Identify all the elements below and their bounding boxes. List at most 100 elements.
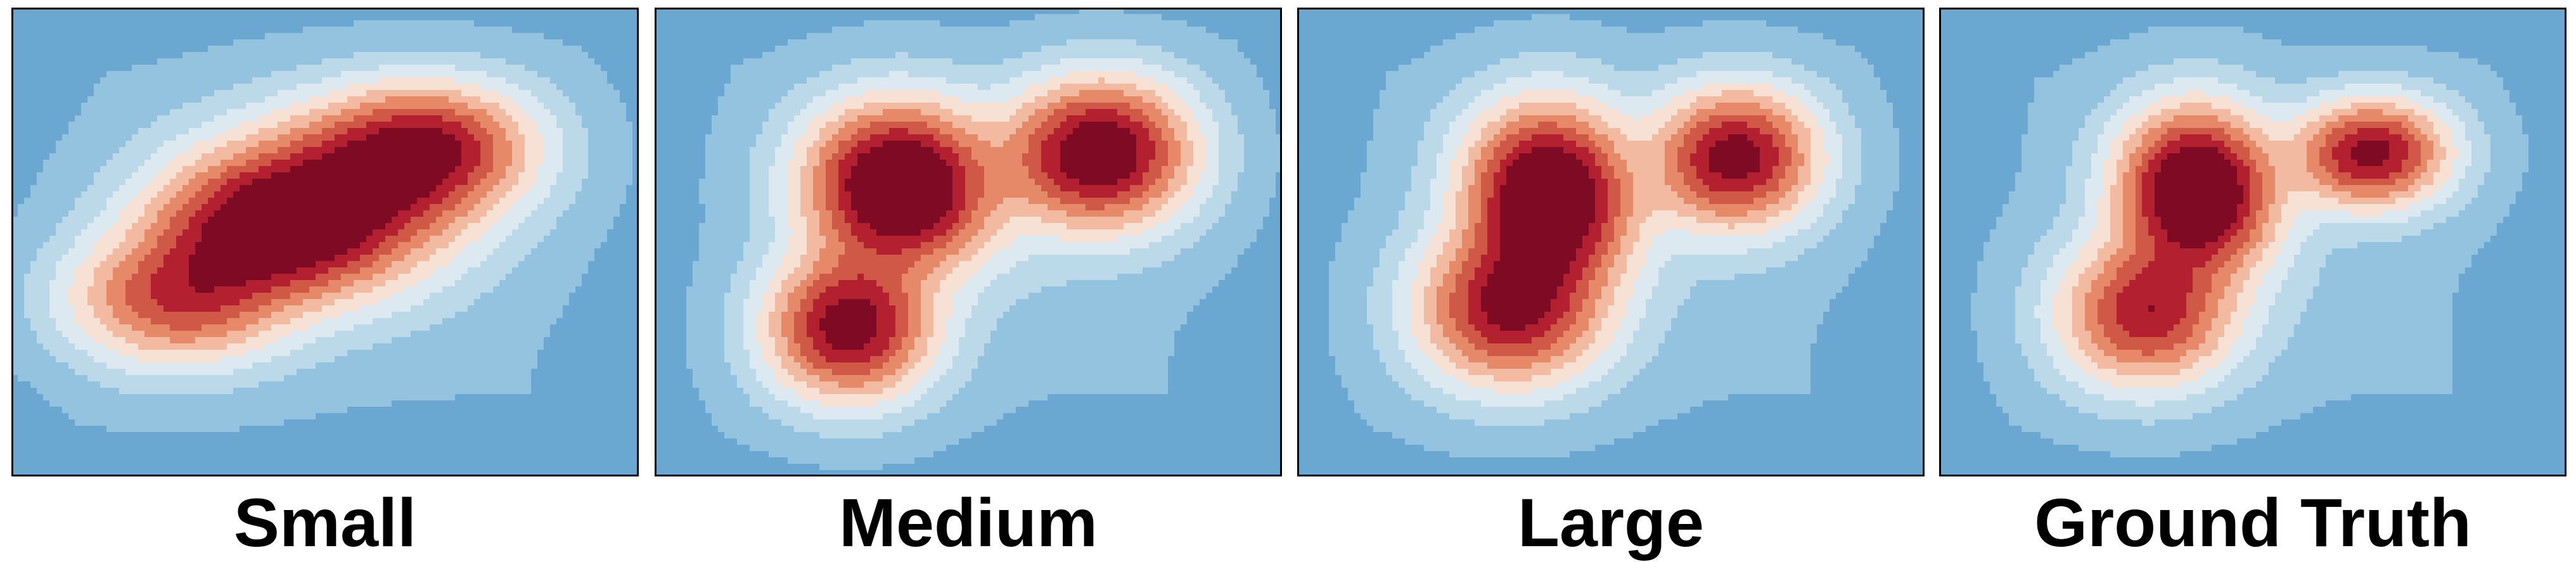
heatmap-cell	[68, 128, 75, 134]
heatmap-cell	[252, 46, 259, 52]
heatmap-cell	[68, 261, 75, 267]
heatmap-cell	[423, 90, 430, 96]
heatmap-cell	[125, 166, 132, 172]
heatmap-cell	[632, 109, 639, 115]
heatmap-cell	[271, 280, 278, 286]
heatmap-cell	[106, 8, 113, 14]
heatmap-cell	[575, 46, 582, 52]
heatmap-cell	[202, 185, 208, 191]
heatmap-cell	[297, 318, 303, 324]
heatmap-cell	[582, 312, 588, 318]
heatmap-cell	[151, 166, 157, 172]
heatmap-cell	[157, 204, 163, 210]
heatmap-cell	[404, 128, 411, 134]
heatmap-cell	[18, 248, 24, 255]
heatmap-cell	[309, 261, 316, 267]
heatmap-cell	[113, 261, 119, 267]
heatmap-cell	[620, 242, 626, 248]
heatmap-cell	[480, 90, 487, 96]
heatmap-cell	[30, 128, 37, 134]
heatmap-cell	[87, 109, 94, 115]
heatmap-cell	[392, 39, 398, 46]
heatmap-cell	[506, 293, 512, 299]
heatmap-cell	[461, 210, 468, 217]
heatmap-cell	[544, 128, 550, 134]
heatmap-cell	[246, 305, 252, 312]
heatmap-cell	[208, 242, 214, 248]
heatmap-cell	[221, 312, 227, 318]
heatmap-cell	[125, 318, 132, 324]
heatmap-cell	[411, 312, 417, 318]
heatmap-cell	[100, 160, 106, 166]
heatmap-cell	[208, 305, 214, 312]
heatmap-cell	[455, 223, 461, 229]
heatmap-cell	[385, 248, 392, 255]
heatmap-cell	[119, 204, 125, 210]
heatmap-cell	[442, 84, 449, 90]
heatmap-cell	[544, 160, 550, 166]
heatmap-cell	[49, 90, 56, 96]
heatmap-cell	[398, 20, 404, 27]
heatmap-cell	[259, 198, 265, 204]
heatmap-cell	[18, 14, 24, 20]
heatmap-cell	[100, 210, 106, 217]
heatmap-cell	[335, 179, 341, 185]
heatmap-cell	[303, 305, 309, 312]
heatmap-cell	[195, 210, 202, 217]
heatmap-cell	[341, 33, 347, 39]
heatmap-cell	[233, 210, 240, 217]
heatmap-cell	[290, 128, 297, 134]
heatmap-cell	[531, 115, 537, 122]
heatmap-cell	[417, 128, 423, 134]
heatmap-cell	[138, 318, 144, 324]
heatmap-cell	[379, 293, 385, 299]
heatmap-cell	[442, 191, 449, 198]
heatmap-cell	[607, 65, 613, 71]
heatmap-cell	[189, 229, 195, 236]
heatmap-cell	[240, 318, 246, 324]
heatmap-cell	[417, 33, 423, 39]
heatmap-cell	[125, 191, 132, 198]
heatmap-cell	[284, 293, 290, 299]
heatmap-cell	[202, 153, 208, 160]
heatmap-cell	[309, 248, 316, 255]
heatmap-cell	[341, 90, 347, 96]
heatmap-cell	[227, 46, 233, 52]
heatmap-cell	[436, 179, 442, 185]
heatmap-cell	[601, 223, 607, 229]
heatmap-cell	[309, 286, 316, 293]
heatmap-cell	[49, 109, 56, 115]
heatmap-cell	[398, 166, 404, 172]
heatmap-cell	[43, 84, 49, 90]
heatmap-cell	[341, 153, 347, 160]
heatmap-cell	[632, 248, 639, 255]
heatmap-cell	[24, 242, 30, 248]
heatmap-cell	[87, 248, 94, 255]
heatmap-cell	[208, 52, 214, 58]
heatmap-cell	[202, 27, 208, 33]
heatmap-cell	[487, 77, 493, 84]
heatmap-cell	[11, 109, 18, 115]
heatmap-cell	[75, 223, 81, 229]
heatmap-cell	[37, 90, 43, 96]
heatmap-cell	[537, 236, 544, 242]
heatmap-cell	[284, 185, 290, 191]
heatmap-cell	[525, 46, 531, 52]
heatmap-cell	[278, 103, 284, 109]
heatmap-cell	[221, 217, 227, 223]
heatmap-cell	[252, 236, 259, 242]
heatmap-cell	[601, 248, 607, 255]
heatmap-cell	[37, 160, 43, 166]
heatmap-cell	[569, 14, 575, 20]
heatmap-cell	[430, 160, 436, 166]
heatmap-cell	[442, 318, 449, 324]
heatmap-cell	[373, 172, 379, 179]
heatmap-cell	[43, 305, 49, 312]
heatmap-cell	[132, 160, 138, 166]
heatmap-cell	[354, 318, 360, 324]
heatmap-cell	[366, 90, 373, 96]
heatmap-cell	[347, 261, 354, 267]
heatmap-cell	[328, 128, 335, 134]
heatmap-cell	[265, 122, 271, 128]
heatmap-cell	[100, 172, 106, 179]
